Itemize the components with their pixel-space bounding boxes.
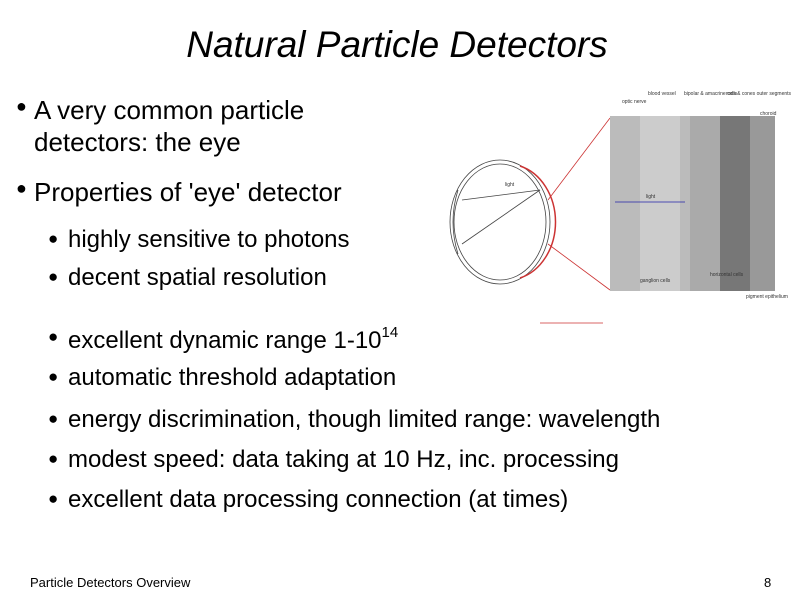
- bullet-line: detectors: the eye: [34, 127, 241, 157]
- ray: [461, 189, 541, 245]
- zoom-line: [547, 117, 611, 201]
- sub-bullet-main: modest speed: data taking at 10 Hz, inc.…: [68, 446, 619, 473]
- figure-label: rods & cones outer segments: [726, 91, 792, 97]
- figure-label: blood vessel: [648, 91, 676, 97]
- bullet-dot: ●: [16, 178, 27, 198]
- photo-layer: [750, 116, 775, 291]
- eyeball-inner: [453, 163, 547, 281]
- sub-bullet-dot: ●: [48, 449, 59, 468]
- sub-bullet-dot: ●: [48, 327, 59, 346]
- sub-bullet-dot: ●: [48, 489, 59, 508]
- sub-bullet-main: energy discrimination, though limited ra…: [68, 406, 661, 433]
- sub-bullet-text: excellent data processing connection (at…: [68, 486, 568, 514]
- eyeball: [449, 159, 551, 285]
- figure-label: ganglion cells: [640, 278, 671, 284]
- sub-bullet-dot: ●: [48, 229, 59, 248]
- eye-diagram: [449, 117, 611, 324]
- lens: [452, 189, 459, 255]
- zoom-line: [547, 243, 611, 291]
- page-number: 8: [764, 575, 772, 590]
- figure-label: bipolar & amacrine cells: [684, 91, 738, 97]
- sub-bullet-text: excellent dynamic range 1-1014: [68, 324, 398, 355]
- retina: [519, 165, 557, 279]
- photo-layer: [690, 116, 720, 291]
- sub-bullet-main: excellent data processing connection (at…: [68, 486, 569, 513]
- sub-bullet-main: automatic threshold adaptation: [68, 364, 397, 391]
- bullet-line: A very common particle: [34, 95, 305, 125]
- slide-title: Natural Particle Detectors: [186, 24, 608, 65]
- sub-bullet-text: energy discrimination, though limited ra…: [68, 406, 660, 434]
- bullet-dot: ●: [16, 96, 27, 116]
- sub-bullet-text: highly sensitive to photons: [68, 226, 350, 254]
- figure-label: optic nerve: [622, 99, 647, 105]
- bullet-text: Properties of 'eye' detector: [34, 177, 342, 207]
- sub-bullet-text: automatic threshold adaptation: [68, 364, 396, 392]
- sub-bullet-dot: ●: [48, 409, 59, 428]
- figure-label: light: [646, 194, 656, 200]
- sub-bullet-main: decent spatial resolution: [68, 264, 327, 291]
- sub-bullet-dot: ●: [48, 367, 59, 386]
- sub-bullet-text: modest speed: data taking at 10 Hz, inc.…: [68, 446, 619, 474]
- photo-layer: [720, 116, 750, 291]
- figure-label: choroid: [760, 111, 777, 117]
- sub-bullet-dot: ●: [48, 267, 59, 286]
- figure-label: horizontal cells: [710, 272, 744, 278]
- ray: [461, 189, 541, 201]
- retina-photo: [610, 116, 775, 291]
- photo-layer: [640, 116, 680, 291]
- sub-bullet-text: decent spatial resolution: [68, 264, 327, 292]
- superscript: 14: [381, 324, 399, 341]
- sub-bullet-main: highly sensitive to photons: [68, 226, 350, 253]
- footer: Particle Detectors Overview: [30, 575, 191, 590]
- figure-label: light: [505, 182, 515, 188]
- figure-label: pigment epithelium: [746, 294, 788, 300]
- sub-bullet-main: excellent dynamic range 1-10: [68, 327, 382, 354]
- bullet-text: A very common particle detectors: the eye: [34, 94, 304, 158]
